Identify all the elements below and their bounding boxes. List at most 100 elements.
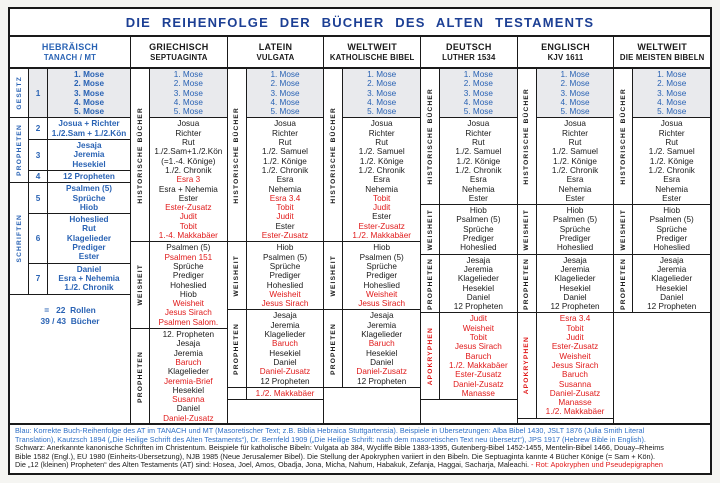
book-entry: Richter: [562, 128, 588, 138]
book-entry: Sprüche: [656, 224, 687, 234]
section-weisheit: WEISHEIT Hiob Psalmen (5) Sprüche Prediger Ho…: [421, 205, 517, 255]
column-hebrew-tanach: HEBRÄISCH TANACH / MT GESETZ 1 1. Mose 2. Mos…: [10, 37, 131, 423]
book-entry: 2. Mose: [270, 79, 300, 89]
book-entry: 1. Mose: [560, 70, 590, 79]
book-entry: 1./2. Samuel: [552, 147, 598, 157]
section-label: GESETZ: [15, 76, 23, 111]
book-entry: 3. Mose: [560, 88, 590, 98]
book-entry: Klagelieder: [554, 274, 596, 284]
book-entry: Hiob: [276, 243, 294, 253]
book-entry: Richter: [465, 128, 492, 138]
section-strip: WEISHEIT: [228, 242, 247, 310]
book-entry: Rut: [278, 138, 292, 148]
book-entry: 12. Propheten: [162, 330, 215, 340]
book-entry: 12 Propheten: [357, 376, 407, 386]
book-entry: Jesus Sirach: [358, 299, 406, 309]
book-entry: 3. Mose: [367, 88, 397, 98]
column-language-label: LATEIN: [258, 41, 293, 52]
book-entry: Hiob: [79, 202, 99, 212]
book-entry: Hoheslied: [363, 280, 400, 290]
section-strip: HISTORISCHE BÜCHER: [324, 69, 344, 242]
book-entry: Josua: [467, 119, 490, 129]
book-cell: 1./2. Makkabäer: [247, 388, 324, 399]
book-list: 12 Propheten: [48, 171, 130, 182]
book-entry: Baruch: [368, 339, 395, 349]
section-books: 1. Mose 2. Mose 3. Mose 4. Mose 5. Mose Josua…: [440, 69, 517, 204]
book-entry: Richter: [175, 128, 202, 138]
book-entry: Ester-Zusatz: [165, 203, 212, 213]
section-books: 1. Mose 2. Mose 3. Mose 4. Mose 5. Mose Josua…: [343, 69, 421, 241]
book-entry: 4. Mose: [270, 97, 300, 107]
hebrew-section-propheten: PROPHETEN 2 Josua + Richter 1./2.Sam + 1./2…: [10, 118, 130, 184]
book-entry: (=1.-4. Könige): [161, 156, 216, 166]
legend-line: Schwarz: Anerkannte kanonische Schriften…: [15, 444, 705, 453]
book-entry: 5. Mose: [560, 107, 590, 117]
section-strip: HISTORISCHE BÜCHER: [614, 69, 634, 205]
group-number: 1: [29, 69, 48, 118]
book-entry: 3. Mose: [463, 88, 493, 98]
book-cell: Hiob Psalmen (5) Sprüche Prediger Hoheslied: [633, 205, 710, 253]
section-books: 1. Mose 2. Mose 3. Mose 4. Mose 5. Mose Josua…: [150, 69, 227, 241]
book-entry: Weisheit: [462, 323, 494, 333]
book-list: 1. Mose 2. Mose 3. Mose 4. Mose 5. Mose: [48, 69, 130, 117]
book-entry: Hoheslied: [460, 243, 497, 253]
book-entry: Daniel-Zusatz: [356, 367, 407, 377]
book-entry: Sprüche: [173, 261, 204, 271]
book-entry: Hesekiel: [269, 348, 301, 358]
book-entry: Jeremia-Brief: [163, 376, 213, 386]
book-entry: 1. Mose: [270, 70, 300, 79]
section-propheten: PROPHETEN Jesaja Jeremia Klagelieder Hesekie…: [614, 254, 710, 314]
book-entry: Prediger: [559, 234, 591, 244]
book-cell: 12. Propheten Jesaja Jeremia Baruch Klagelie…: [150, 329, 227, 423]
book-entry: 1./2. Chronik: [261, 165, 309, 175]
book-entry: Esra: [276, 175, 294, 185]
book-entry: Nehemia: [558, 184, 592, 194]
book-entry: 1./2. Könige: [359, 156, 404, 166]
section-books: Jesaja Jeremia Klagelieder Baruch Hesekiel Da…: [247, 310, 324, 386]
book-cell: Hiob Psalmen (5) Sprüche Prediger Hoheslied: [440, 205, 517, 253]
book-group: 5 Psalmen (5) Sprüche Hiob: [29, 183, 130, 215]
section-apokryphen: APOKRYPHEN Esra 3.4 Tobit Judit Ester-Zusatz…: [517, 313, 614, 419]
column-header-septuaginta: GRIECHISCH SEPTUAGINTA: [131, 37, 227, 69]
book-entry: Josua: [177, 119, 200, 129]
book-entry: Psalmen (5): [262, 252, 308, 262]
legend-text: Die „12 (kleinen) Propheten“ des Alten T…: [15, 461, 530, 469]
book-entry: Psalmen (5): [166, 243, 211, 253]
section-books: 1. Mose 2. Mose 3. Mose 4. Mose 5. Mose Josua…: [246, 69, 324, 241]
column-language-label: HEBRÄISCH: [41, 41, 99, 52]
book-entry: Hoheslied: [556, 243, 594, 253]
book-entry: Judit: [179, 212, 197, 222]
section-strip: HISTORISCHE BÜCHER: [131, 69, 150, 242]
book-list: Hoheslied Rut Klagelieder Prediger Ester: [48, 214, 130, 262]
book-entry: 2. Mose: [367, 79, 397, 89]
section-label: PROPHETEN: [426, 257, 434, 310]
section-strip: APOKRYPHEN: [421, 313, 441, 400]
section-label: PROPHETEN: [233, 322, 241, 375]
book-entry: Ester: [662, 193, 682, 203]
section-strip: PROPHETEN: [614, 254, 634, 313]
section-label: WEISHEIT: [329, 255, 337, 297]
group-number: 3: [29, 140, 48, 170]
book-entry: Weisheit: [269, 289, 301, 299]
column-header-katholische-bibel: WELTWEIT KATHOLISCHE BIBEL: [324, 37, 421, 69]
section-weisheit: WEISHEIT Hiob Psalmen (5) Sprüche Prediger Ho…: [324, 242, 421, 311]
book-entry: 1./2. Chronik: [358, 165, 405, 175]
book-entry: Ester: [372, 212, 392, 222]
book-entry: Psalmen (5): [552, 215, 598, 225]
book-entry: Jeremia: [463, 264, 493, 274]
book-entry: Ester-Zusatz: [551, 342, 599, 352]
book-entry: Klagelieder: [264, 330, 306, 340]
book-cell: Psalmen (5) Psalmen 151 Sprüche Prediger Hoh…: [150, 242, 227, 328]
section-books: Hiob Psalmen (5) Sprüche Prediger Hoheslied: [633, 205, 710, 253]
book-entry: Judit: [373, 203, 391, 213]
book-entry: Psalmen (5): [456, 215, 501, 225]
book-cell: Judit Weisheit Tobit Jesus Sirach Baruch 1./2…: [440, 313, 517, 399]
section-books: Hiob Psalmen (5) Sprüche Prediger Hoheslied: [537, 205, 614, 253]
book-entry: Baruch: [465, 351, 492, 361]
book-entry: Esra: [469, 175, 487, 185]
book-entry: Esra: [663, 175, 681, 185]
book-cell: Jesaja Jeremia Klagelieder Hesekiel Daniel 12…: [537, 255, 614, 313]
book-entry: Richter: [368, 128, 395, 138]
legend-line: Die „12 (kleinen) Propheten“ des Alten T…: [15, 461, 705, 470]
